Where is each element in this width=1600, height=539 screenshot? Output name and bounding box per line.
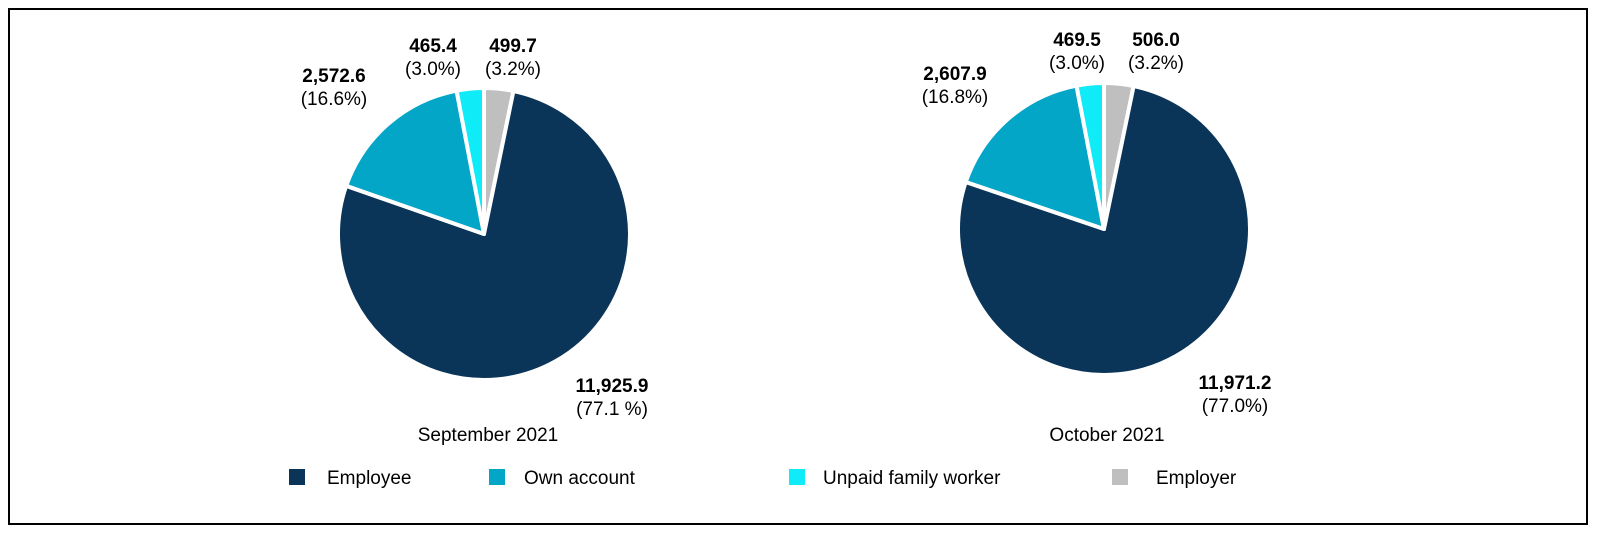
pie-chart-1: 11,925.9(77.1 %) 2,572.6(16.6%) 465.4(3.0%…: [301, 36, 649, 446]
data-label-value-unpaid-family-worker: 465.4: [409, 36, 457, 57]
data-label-percent-employer: (3.2%): [485, 59, 541, 80]
pie-slice-unpaid-family-worker: [454, 86, 486, 236]
pie-slice-own-account: [344, 88, 486, 236]
legend-label-employer: Employer: [1156, 468, 1237, 489]
data-label-percent-unpaid-family-worker: (3.0%): [1049, 53, 1105, 74]
legend-swatch-employee: [289, 469, 305, 485]
legend: Employee Own account Unpaid family worke…: [289, 468, 1237, 489]
data-label-percent-employer: (3.2%): [1128, 53, 1184, 74]
pie-slice-own-account: [963, 83, 1106, 231]
data-label-percent-employee: (77.1 %): [576, 399, 648, 420]
pie-caption: October 2021: [1049, 425, 1164, 446]
data-label-percent-own-account: (16.8%): [922, 87, 989, 108]
data-label-percent-unpaid-family-worker: (3.0%): [405, 59, 461, 80]
pie-slice-unpaid-family-worker: [1074, 81, 1106, 231]
data-label-value-employee: 11,925.9: [576, 376, 649, 397]
pie-caption: September 2021: [418, 425, 559, 446]
legend-swatch-unpaid-family-worker: [789, 469, 805, 485]
data-label-value-own-account: 2,572.6: [302, 66, 365, 87]
data-label-value-unpaid-family-worker: 469.5: [1053, 30, 1101, 51]
legend-label-unpaid-family-worker: Unpaid family worker: [823, 468, 1001, 489]
legend-swatch-employer: [1112, 469, 1128, 485]
data-label-percent-own-account: (16.6%): [301, 89, 368, 110]
data-label-value-employer: 499.7: [489, 36, 537, 57]
data-label-value-employer: 506.0: [1132, 30, 1180, 51]
data-label-value-employee: 11,971.2: [1199, 373, 1272, 394]
legend-label-own-account: Own account: [524, 468, 636, 489]
pie-charts: 11,925.9(77.1 %)2,572.6(16.6%)465.4(3.0%…: [301, 30, 1272, 446]
pie-chart-2: 11,971.2(77.0%) 2,607.9(16.8%) 469.5(3.0%)…: [922, 30, 1272, 446]
data-label-percent-employee: (77.0%): [1202, 396, 1269, 417]
data-label-value-own-account: 2,607.9: [923, 64, 986, 85]
legend-label-employee: Employee: [327, 468, 412, 489]
chart-frame: [8, 8, 1588, 525]
legend-swatch-own-account: [489, 469, 505, 485]
